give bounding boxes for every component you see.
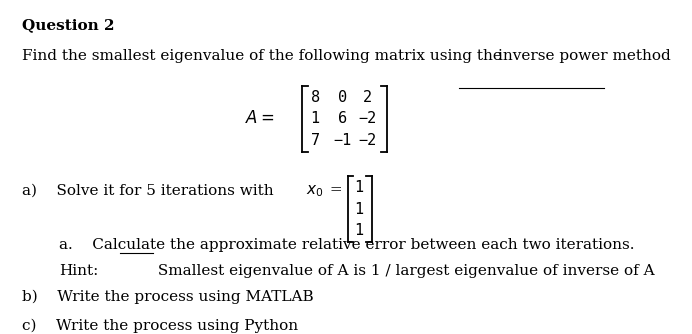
Text: $x_0$: $x_0$ — [306, 183, 323, 199]
Text: Hint:: Hint: — [60, 264, 99, 278]
Text: =: = — [325, 183, 348, 197]
Text: 1: 1 — [354, 180, 364, 195]
Text: a.    Calculate the approximate relative error between each two iterations.: a. Calculate the approximate relative er… — [60, 238, 635, 252]
Text: 1: 1 — [311, 112, 320, 126]
Text: $A=$: $A=$ — [246, 111, 275, 127]
Text: −2: −2 — [358, 112, 376, 126]
Text: 6: 6 — [338, 112, 347, 126]
Text: 7: 7 — [311, 133, 320, 148]
Text: b)    Write the process using MATLAB: b) Write the process using MATLAB — [21, 290, 313, 304]
Text: Question 2: Question 2 — [21, 18, 114, 32]
Text: Smallest eigenvalue of A is 1 / largest eigenvalue of inverse of A: Smallest eigenvalue of A is 1 / largest … — [153, 264, 655, 278]
Text: 1: 1 — [354, 223, 364, 238]
Text: 1: 1 — [354, 202, 364, 217]
Text: Find the smallest eigenvalue of the following matrix using the: Find the smallest eigenvalue of the foll… — [21, 49, 507, 63]
Text: −2: −2 — [358, 133, 376, 148]
Text: a)    Solve it for 5 iterations with: a) Solve it for 5 iterations with — [21, 183, 278, 197]
Text: c)    Write the process using Python: c) Write the process using Python — [21, 318, 298, 333]
Text: 2: 2 — [363, 90, 372, 105]
Text: 8: 8 — [311, 90, 320, 105]
Text: inverse power method: inverse power method — [498, 49, 671, 63]
Text: 0: 0 — [338, 90, 347, 105]
Text: −1: −1 — [334, 133, 352, 148]
